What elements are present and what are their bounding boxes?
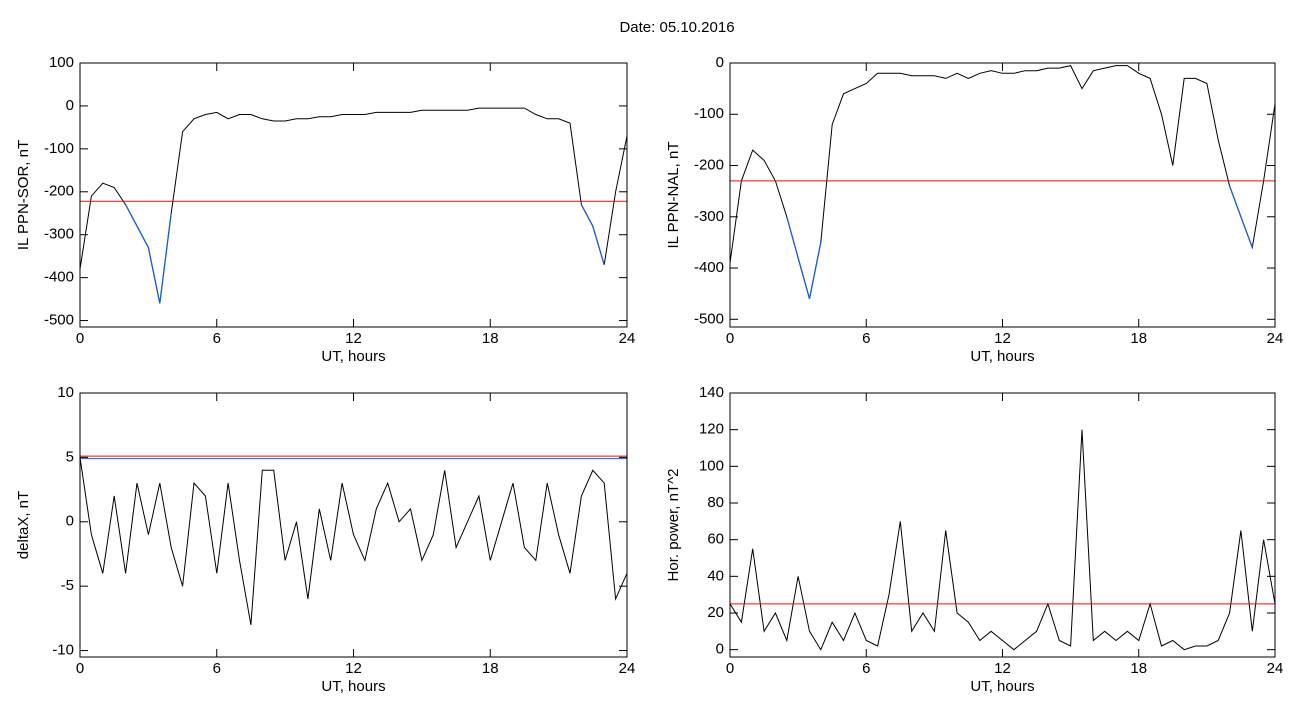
y-axis-label: deltaX, nT xyxy=(15,491,32,559)
y-tick-label: 120 xyxy=(699,421,724,438)
y-tick-label: -100 xyxy=(694,105,724,122)
subplot: 0 6 12 18 24 -500 -400 -300 -200 -100 0 100 UT, hour… xyxy=(15,54,635,365)
y-tick-label: 0 xyxy=(716,54,724,71)
plot-area xyxy=(80,455,627,625)
x-tick-label: 24 xyxy=(619,330,636,347)
x-axis-label: UT, hours xyxy=(970,348,1034,365)
x-tick-label: 18 xyxy=(1130,660,1147,677)
x-tick-label: 6 xyxy=(862,330,870,347)
x-tick-label: 18 xyxy=(1130,330,1147,347)
y-tick-label: 5 xyxy=(66,448,74,465)
x-tick-label: 6 xyxy=(213,330,221,347)
subplot: 0 6 12 18 24 -10 -5 0 5 10 UT, hours deltaX, nT xyxy=(15,384,635,695)
x-tick-label: 24 xyxy=(619,660,636,677)
y-tick-label: -400 xyxy=(694,259,724,276)
y-tick-label: -10 xyxy=(52,642,74,659)
y-tick-label: -200 xyxy=(44,183,74,200)
x-tick-label: 12 xyxy=(345,660,362,677)
y-tick-label: 100 xyxy=(49,54,74,71)
y-tick-label: -200 xyxy=(694,156,724,173)
below-threshold-line xyxy=(1228,185,1253,248)
x-tick-label: 6 xyxy=(862,660,870,677)
x-axis-label: UT, hours xyxy=(970,678,1034,695)
y-tick-label: -500 xyxy=(694,310,724,327)
x-tick-label: 0 xyxy=(76,660,84,677)
x-tick-label: 18 xyxy=(482,330,499,347)
data-line xyxy=(730,65,1275,299)
y-tick-label: 10 xyxy=(57,384,74,401)
below-threshold-line xyxy=(580,204,605,265)
x-tick-label: 12 xyxy=(994,660,1011,677)
y-axis-label: IL PPN-SOR, nT xyxy=(15,140,32,250)
x-tick-label: 0 xyxy=(726,330,734,347)
subplot: 0 6 12 18 24 0 20 40 60 80 100 120 140 UT, hours Hor. … xyxy=(665,384,1283,695)
y-tick-label: 100 xyxy=(699,457,724,474)
y-tick-label: 0 xyxy=(716,641,724,658)
subplot: 0 6 12 18 24 -500 -400 -300 -200 -100 0 UT, hours IL… xyxy=(665,54,1283,365)
y-tick-label: 60 xyxy=(707,531,724,548)
plot-area xyxy=(730,429,1275,651)
x-axis-label: UT, hours xyxy=(321,348,385,365)
y-tick-label: 140 xyxy=(699,384,724,401)
x-tick-label: 24 xyxy=(1267,330,1284,347)
x-tick-label: 18 xyxy=(482,660,499,677)
x-tick-label: 12 xyxy=(345,330,362,347)
x-tick-label: 6 xyxy=(213,660,221,677)
y-tick-label: -100 xyxy=(44,140,74,157)
plot-area xyxy=(730,65,1275,299)
y-tick-label: -5 xyxy=(61,577,74,594)
x-tick-label: 0 xyxy=(726,660,734,677)
x-tick-label: 0 xyxy=(76,330,84,347)
axis-box xyxy=(79,392,628,658)
axis-box xyxy=(729,392,1276,658)
x-tick-label: 24 xyxy=(1267,660,1284,677)
below-threshold-line xyxy=(786,216,822,299)
y-axis-label: IL PPN-NAL, nT xyxy=(665,142,682,249)
y-tick-label: -500 xyxy=(44,312,74,329)
below-threshold-line xyxy=(125,204,172,304)
data-line xyxy=(730,429,1275,651)
y-tick-label: 0 xyxy=(66,97,74,114)
figure-title: Date: 05.10.2016 xyxy=(619,19,734,36)
data-line xyxy=(80,457,627,625)
y-axis-label: Hor. power, nT^2 xyxy=(665,469,682,582)
data-line xyxy=(80,107,627,304)
y-tick-label: 20 xyxy=(707,604,724,621)
y-tick-label: -400 xyxy=(44,269,74,286)
plot-area xyxy=(80,107,627,304)
x-tick-label: 12 xyxy=(994,330,1011,347)
y-tick-label: 80 xyxy=(707,494,724,511)
x-axis-label: UT, hours xyxy=(321,678,385,695)
y-tick-label: -300 xyxy=(694,208,724,225)
y-tick-label: 0 xyxy=(66,513,74,530)
y-tick-label: -300 xyxy=(44,226,74,243)
y-tick-label: 40 xyxy=(707,567,724,584)
